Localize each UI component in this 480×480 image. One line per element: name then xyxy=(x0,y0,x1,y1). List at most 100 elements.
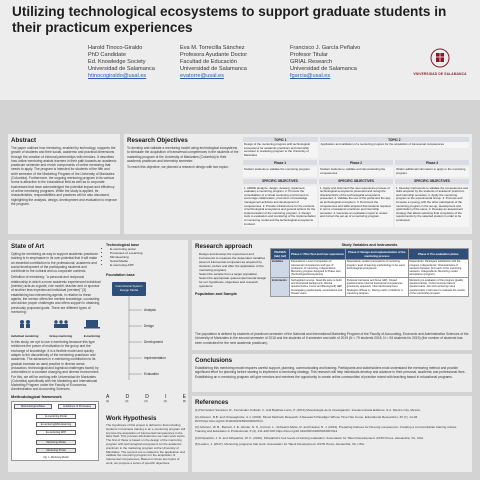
author-role: Profesor Titular xyxy=(290,52,328,58)
foundation-base-heading: Foundation base xyxy=(106,273,135,277)
author-dept: Ed. Knowledge Society xyxy=(88,59,146,65)
university-logo-text: VNiVERSiDAD DE SALAMANCA xyxy=(413,72,467,76)
objectives-aim: To reach this objective, we planned a re… xyxy=(127,165,229,170)
author-block-1: Harold Tinoco-Giraldo PhD Candidate Ed. … xyxy=(88,45,155,80)
population-body: The population is defined by students of… xyxy=(195,332,469,345)
matrix-col-header: Phase 2: Design and implementation of th… xyxy=(344,248,409,260)
person-pair-icon xyxy=(19,320,30,329)
addie-connectors xyxy=(128,296,142,380)
group-icon xyxy=(53,320,68,329)
mentoring-type-e: E-mentoring xyxy=(83,316,101,338)
reference-item: [1] Hernández Sampieri, R., Fernández-Co… xyxy=(195,408,422,412)
addie-step: Design xyxy=(144,324,154,328)
research-approach-panel: Research approach Design and develop the… xyxy=(192,240,472,350)
author-dept: GRIAL Research xyxy=(290,59,333,65)
references-panel: References [1] Hernández Sampieri, R., F… xyxy=(192,396,472,472)
research-approach-heading: Research approach xyxy=(195,243,253,250)
list-item: E-mentoring APP xyxy=(110,263,186,267)
addie-letter: D xyxy=(145,394,149,400)
research-objectives-panel: Research Objectives To develop and valid… xyxy=(124,134,472,234)
specific-objectives-2: 1. Apply and document the user experienc… xyxy=(319,185,393,228)
author-org: Universidad de Salamanca xyxy=(290,66,357,72)
list-item: Social Media xyxy=(110,259,186,263)
addie-step: Implementation xyxy=(144,356,166,360)
conclusions-body: Establishing this mentoring model requir… xyxy=(195,366,466,379)
matrix-col-header: Phase 3: Pre-evaluation phase xyxy=(407,248,470,260)
objectives-heading: Research Objectives xyxy=(127,137,188,144)
mentoring-type-individual: Individual mentoring xyxy=(11,316,39,338)
author-email-link[interactable]: evatorre@usal.es xyxy=(180,73,224,79)
phase-3-header: Phase 3 xyxy=(395,160,469,166)
matrix-row-label: Variables xyxy=(269,258,291,279)
matrix-cell: Dependents: Level of acquisition of tran… xyxy=(289,258,346,279)
mentoring-type-label: Individual mentoring xyxy=(11,334,39,339)
diagram-col-header: Methodological Base xyxy=(14,403,52,409)
topic2-title: TOPIC 2 xyxy=(319,137,469,142)
work-hypothesis-heading: Work Hypothesis xyxy=(106,415,157,422)
phase-3-text: Obtain additional information to apply t… xyxy=(395,167,469,177)
author-name: Eva M. Torrecilla Sánchez xyxy=(180,45,245,51)
population-heading: Population and Sample xyxy=(195,292,237,296)
list-item: Microlearning xyxy=(110,255,186,259)
objectives-intro: To develop and validate a mentoring mode… xyxy=(127,146,239,163)
reference-item: [5] Ladom, J. (2017). Mentoring programs… xyxy=(195,442,365,446)
matrix-cell: Monitoring & evaluation of the program (… xyxy=(407,277,470,297)
matrix-col-header: Phase 1: Pilot Test and User experience xyxy=(289,248,346,260)
topic1-title: TOPIC 1 xyxy=(243,137,318,142)
diagram-bottom-box: Mentoring Portal xyxy=(36,447,76,453)
poster-header: Utilizing technological ecosystems to su… xyxy=(0,0,480,100)
state-of-art-paragraph: Definition of mentoring: "a personal and… xyxy=(11,275,101,314)
tech-base-list: E-mentoring portal Processes of e-learni… xyxy=(106,247,186,267)
framework-column: Technological base E-mentoring portal Pr… xyxy=(106,243,186,403)
list-item: Select the sample from a target populati… xyxy=(199,272,267,276)
mentoring-type-label: E-mentoring xyxy=(83,334,101,339)
conclusions-panel: Conclusions Establishing this mentoring … xyxy=(192,354,472,392)
list-item: E-mentoring portal xyxy=(110,247,186,251)
laptop-icon xyxy=(83,320,100,329)
work-hypothesis-body: The hypothesis of this project is define… xyxy=(106,423,186,465)
diagram-row-box: E-mentoring Portal xyxy=(36,413,76,419)
author-org: Universidad de Salamanca xyxy=(88,66,155,72)
author-email-link[interactable]: fgarcia@usal.es xyxy=(290,73,331,79)
reference-item: [4] Kirkpatrick, J. D. and Kirkpatrick, … xyxy=(195,435,424,440)
table-row: Variables Dependents: Level of acquisiti… xyxy=(269,258,470,279)
state-of-art-paragraph: In this study, we opt to use e-mentoring… xyxy=(11,340,100,392)
abstract-heading: Abstract xyxy=(11,137,37,144)
conclusions-heading: Conclusions xyxy=(195,357,233,364)
addie-step: Analysis xyxy=(144,308,156,312)
methodological-diagram: Methodological Base Guidelines of Proces… xyxy=(11,400,99,461)
matrix-heading: Study Variables and Instruments xyxy=(341,243,398,247)
topic1-text: Design of the mentoring program with tec… xyxy=(243,142,318,159)
diagram-bottom-box: Mentoring Model xyxy=(36,439,76,445)
author-email-link[interactable]: htinocogiraldo@usal.es xyxy=(88,73,147,79)
specific-objectives-header: SPECIFIC OBJECTIVES xyxy=(319,178,393,184)
matrix-col-header: PHASES (tab) (ref) xyxy=(269,248,291,260)
author-role: Profesora Ayudante Doctor xyxy=(180,52,248,58)
references-heading: References xyxy=(195,399,229,406)
state-of-art-paragraph: Opting for mentoring as way to support a… xyxy=(11,252,99,274)
addie-step: Development xyxy=(144,340,163,344)
objectives-table: TOPIC 1 Design of the mentoring program … xyxy=(243,137,469,228)
phase-2-header: Phase 2 xyxy=(319,160,393,166)
addie-letter: I xyxy=(165,394,167,400)
author-dept: Facultad de Educación xyxy=(180,59,237,65)
specific-objectives-header: SPECIFIC OBJECTIVES xyxy=(243,178,317,184)
addie-letter-id: (2) xyxy=(125,400,129,403)
diagram-caption: Fig. 1. Mentoring Model xyxy=(43,455,69,459)
specific-objectives-header: SPECIFIC OBJECTIVES xyxy=(395,178,469,184)
specific-objectives-3: 1. Develop instruments to validate the c… xyxy=(395,185,469,228)
poster-title: Utilizing technological ecosystems to su… xyxy=(12,4,447,35)
addie-step: Evaluation xyxy=(144,372,159,376)
reference-item: [2] Johnson, R.B. and Onwuegbuzie, A.J. … xyxy=(195,414,419,423)
list-item: Processes of e-learning xyxy=(110,251,186,255)
matrix-cell: Self-applied surveys. Need-life tests to… xyxy=(289,277,346,297)
addie-letter: E xyxy=(182,394,186,400)
addie-letter: D xyxy=(125,394,130,400)
author-block-2: Eva M. Torrecilla Sánchez Profesora Ayud… xyxy=(180,45,247,80)
mentoring-types: Individual mentoring Group mentoring E-m… xyxy=(11,316,101,338)
matrix-row-label: Instruments xyxy=(269,277,291,297)
diagram-col-header: Guidelines of Processes xyxy=(58,403,96,409)
design-model-box: Instructional System Design Model xyxy=(112,282,146,296)
study-variables-matrix: Study Variables and Instruments PHASES (… xyxy=(269,243,470,297)
list-item: Select the appropriate quasi-experimenta… xyxy=(199,276,267,288)
